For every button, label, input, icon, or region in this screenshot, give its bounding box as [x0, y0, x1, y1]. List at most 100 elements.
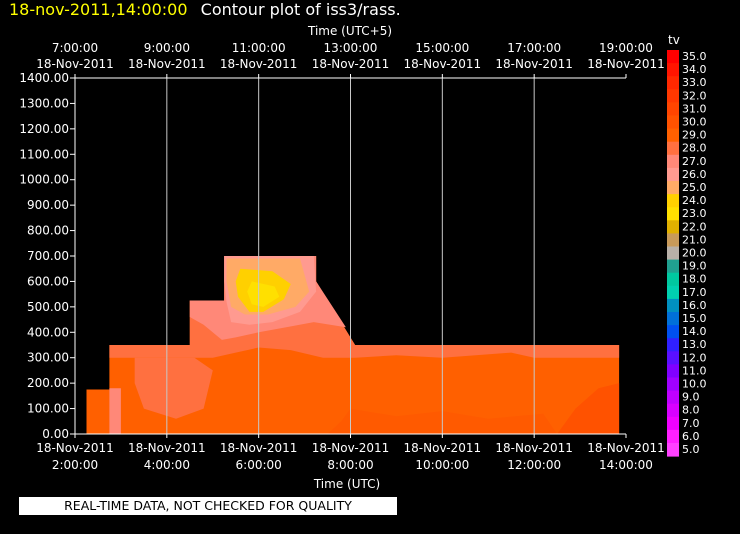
colorbar: 35.034.033.032.031.030.029.028.027.026.0… — [667, 50, 707, 457]
top-axis-label: Time (UTC+5) — [307, 24, 392, 38]
colorbar-swatch — [667, 298, 679, 313]
bottom-axis-label: Time (UTC) — [313, 477, 380, 491]
y-tick-label: 1400.00 — [19, 71, 69, 85]
bottom-tick-time: 10:00:00 — [415, 458, 469, 472]
bottom-tick-time: 2:00:00 — [52, 458, 98, 472]
contour-region-tv-30 — [557, 383, 620, 434]
top-tick-date: 18-Nov-2011 — [495, 57, 573, 71]
colorbar-swatch — [667, 207, 679, 221]
colorbar-swatch — [667, 50, 679, 64]
y-tick-label: 1000.00 — [19, 173, 69, 187]
colorbar-swatch — [667, 233, 679, 247]
bottom-tick-time: 8:00:00 — [327, 458, 373, 472]
top-tick-date: 18-Nov-2011 — [220, 57, 298, 71]
colorbar-level-label: 17.0 — [682, 286, 707, 299]
y-tick-label: 800.00 — [27, 224, 69, 238]
colorbar-level-label: 33.0 — [682, 76, 707, 89]
colorbar-swatch — [667, 312, 679, 326]
bottom-tick-time: 14:00:00 — [599, 458, 653, 472]
colorbar-swatch — [667, 429, 679, 444]
colorbar-swatch — [667, 351, 679, 365]
colorbar-swatch — [667, 443, 679, 457]
colorbar-level-label: 8.0 — [682, 404, 700, 417]
colorbar-label: tv — [668, 33, 680, 47]
contour-region-tv-28 — [109, 256, 620, 358]
top-tick-time: 19:00:00 — [599, 41, 653, 55]
colorbar-level-label: 24.0 — [682, 194, 707, 207]
colorbar-swatch — [667, 377, 679, 392]
colorbar-swatch — [667, 246, 679, 261]
colorbar-swatch — [667, 403, 679, 418]
top-tick-time: 17:00:00 — [507, 41, 561, 55]
colorbar-level-label: 15.0 — [682, 312, 707, 325]
colorbar-swatch — [667, 63, 679, 77]
colorbar-level-label: 13.0 — [682, 338, 707, 351]
y-tick-label: 700.00 — [27, 249, 69, 263]
top-tick-date: 18-Nov-2011 — [128, 57, 206, 71]
top-tick-date: 18-Nov-2011 — [36, 57, 114, 71]
colorbar-swatch — [667, 338, 679, 352]
colorbar-swatch — [667, 364, 679, 378]
timestamp: 18-nov-2011,14:00:00 — [9, 0, 188, 19]
bottom-tick-date: 18-Nov-2011 — [128, 441, 206, 455]
colorbar-swatch — [667, 102, 679, 116]
colorbar-level-label: 10.0 — [682, 378, 707, 391]
colorbar-level-label: 9.0 — [682, 391, 700, 404]
colorbar-swatch — [667, 154, 679, 169]
bottom-tick-time: 6:00:00 — [236, 458, 282, 472]
top-tick-time: 9:00:00 — [144, 41, 190, 55]
bottom-tick-date: 18-Nov-2011 — [495, 441, 573, 455]
colorbar-level-label: 5.0 — [682, 443, 700, 456]
colorbar-level-label: 25.0 — [682, 181, 707, 194]
y-tick-label: 900.00 — [27, 198, 69, 212]
quality-warning: REAL-TIME DATA, NOT CHECKED FOR QUALITY — [19, 497, 397, 515]
top-tick-time: 13:00:00 — [324, 41, 378, 55]
bottom-tick-date: 18-Nov-2011 — [220, 441, 298, 455]
colorbar-swatch — [667, 390, 679, 405]
colorbar-swatch — [667, 194, 679, 208]
top-tick-date: 18-Nov-2011 — [587, 57, 665, 71]
colorbar-level-label: 29.0 — [682, 129, 707, 142]
contour-region-tv-27-left — [109, 388, 121, 434]
y-tick-label: 100.00 — [27, 402, 69, 416]
colorbar-swatch — [667, 272, 679, 287]
bottom-tick-time: 4:00:00 — [144, 458, 190, 472]
colorbar-level-label: 35.0 — [682, 50, 707, 63]
bottom-tick-date: 18-Nov-2011 — [404, 441, 482, 455]
colorbar-swatch — [667, 76, 679, 90]
colorbar-level-label: 28.0 — [682, 142, 707, 155]
bottom-axis-ticks: 18-Nov-2011 2:00:00 18-Nov-2011 4:00:00 18-N… — [36, 434, 665, 472]
colorbar-level-label: 31.0 — [682, 102, 707, 115]
bottom-tick-date: 18-Nov-2011 — [312, 441, 390, 455]
colorbar-level-label: 30.0 — [682, 116, 707, 129]
top-tick-time: 7:00:00 — [52, 41, 98, 55]
colorbar-level-label: 18.0 — [682, 273, 707, 286]
y-tick-label: 1300.00 — [19, 96, 69, 110]
colorbar-swatch — [667, 128, 679, 143]
colorbar-swatch — [667, 115, 679, 130]
y-tick-label: 300.00 — [27, 351, 69, 365]
colorbar-swatch — [667, 181, 679, 195]
colorbar-level-label: 34.0 — [682, 63, 707, 76]
gridlines — [166, 78, 535, 434]
colorbar-level-label: 11.0 — [682, 364, 707, 377]
colorbar-level-label: 27.0 — [682, 155, 707, 168]
colorbar-level-label: 7.0 — [682, 417, 700, 430]
bottom-tick-date: 18-Nov-2011 — [587, 441, 665, 455]
colorbar-swatch — [667, 220, 679, 234]
top-tick-time: 11:00:00 — [232, 41, 286, 55]
colorbar-swatch — [667, 167, 679, 182]
contour-region-tv-23 — [247, 281, 280, 307]
y-tick-label: 600.00 — [27, 274, 69, 288]
bottom-tick-date: 18-Nov-2011 — [36, 441, 114, 455]
y-tick-label: 1100.00 — [19, 147, 69, 161]
chart-title: Contour plot of iss3/rass. — [200, 0, 401, 19]
chart-header: 18-nov-2011,14:00:00 Contour plot of iss… — [9, 0, 401, 22]
colorbar-level-label: 19.0 — [682, 260, 707, 273]
colorbar-level-label: 32.0 — [682, 89, 707, 102]
contour-regions — [86, 256, 620, 434]
top-axis-ticks: 7:00:00 18-Nov-2011 9:00:00 18-Nov-2011 11:0… — [36, 41, 665, 78]
bottom-tick-time: 12:00:00 — [507, 458, 561, 472]
colorbar-swatch — [667, 89, 679, 103]
